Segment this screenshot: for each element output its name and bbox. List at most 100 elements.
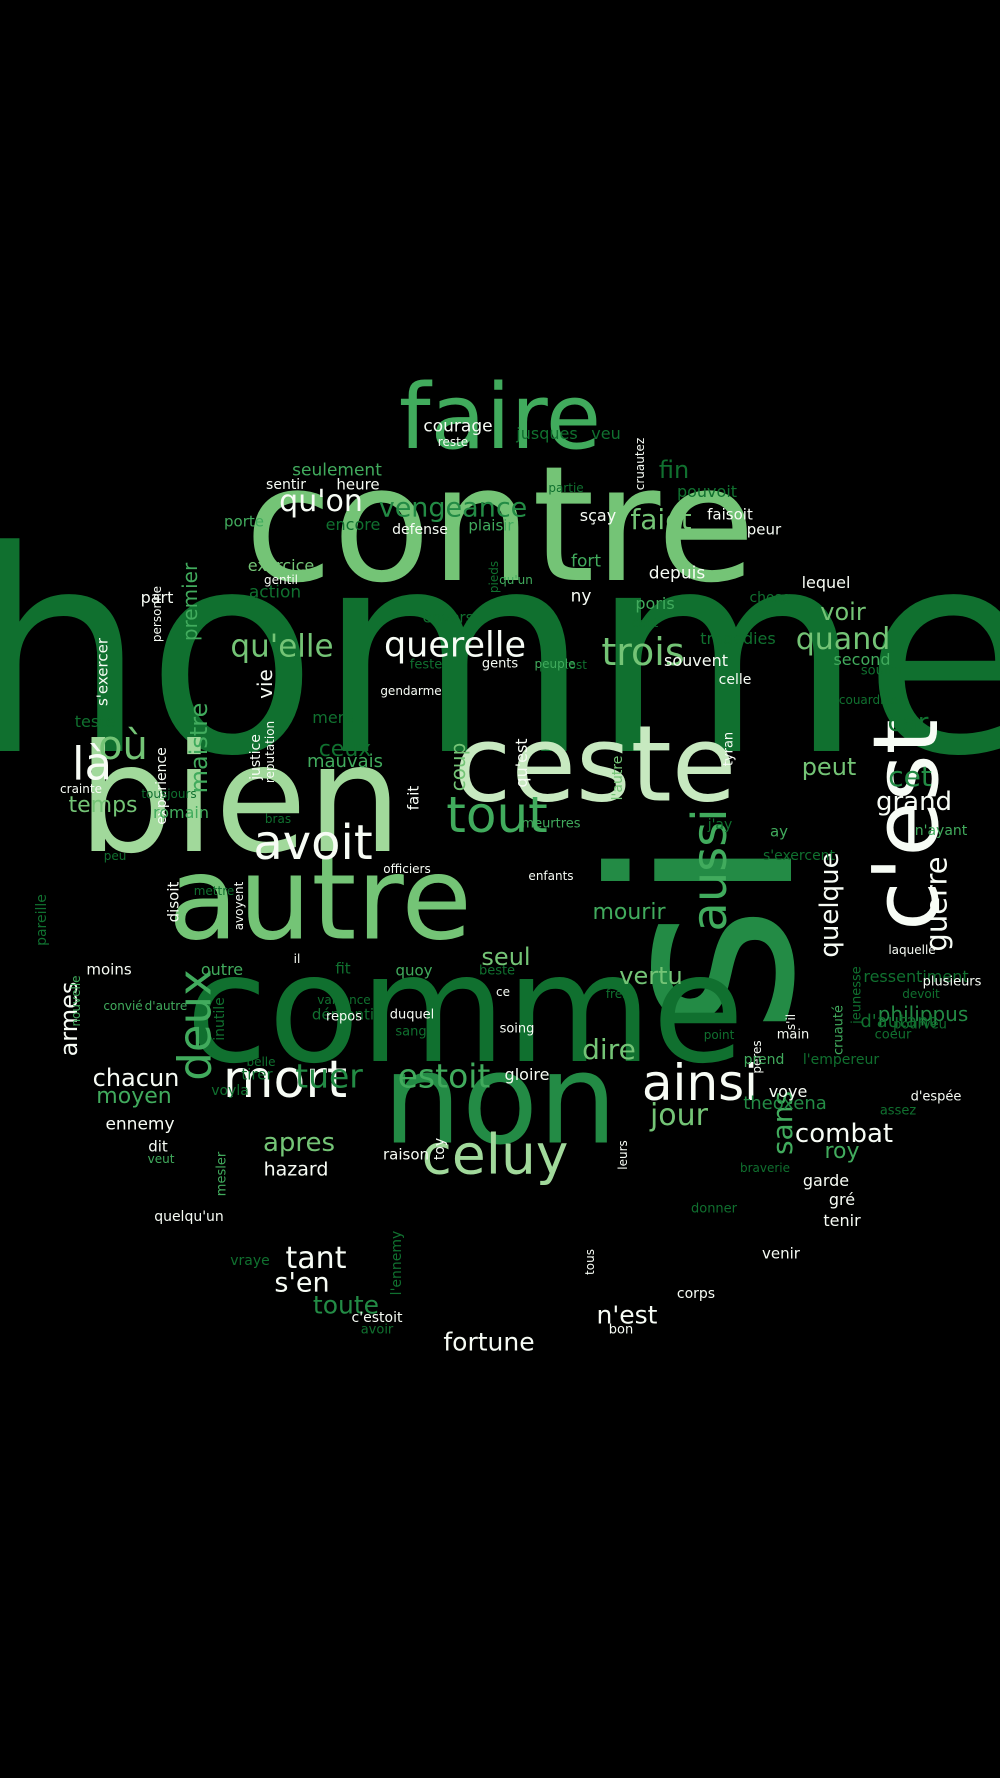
word-62: courage	[423, 416, 493, 437]
word-186: bon	[608, 1322, 634, 1338]
word-41: peut	[801, 753, 857, 781]
word-37: quelque	[815, 852, 845, 958]
word-32: toute	[312, 1290, 380, 1320]
word-67: pouvoit	[676, 482, 738, 501]
word-61: hazard	[263, 1158, 329, 1181]
word-91: second	[833, 650, 891, 669]
word-131: fit	[335, 959, 351, 978]
word-44: apres	[262, 1128, 336, 1158]
word-69: porte	[224, 512, 264, 531]
word-179: vraye	[230, 1253, 270, 1269]
word-132: quoy	[395, 961, 433, 980]
word-71: defense	[392, 522, 448, 538]
word-112: romain	[153, 803, 209, 822]
word-34: n'est	[596, 1300, 658, 1330]
word-124: disoit	[164, 881, 183, 923]
word-53: vie	[253, 669, 277, 699]
word-187: reste	[437, 435, 469, 449]
word-42: car	[887, 708, 929, 738]
word-143: frere	[605, 987, 635, 1001]
word-29: jour	[649, 1098, 709, 1133]
word-182: venir	[762, 1244, 800, 1263]
word-174: garde	[802, 1171, 850, 1190]
word-64: veu	[591, 424, 621, 443]
word-30: tant	[285, 1241, 347, 1276]
word-96: feste	[409, 657, 443, 673]
word-168: veut	[147, 1152, 175, 1166]
word-76: exercice	[247, 556, 315, 575]
word-144: jeunesse	[849, 966, 865, 1024]
word-63: jusques	[516, 424, 578, 443]
word-11: tout	[446, 786, 548, 844]
word-58: moyen	[96, 1084, 172, 1109]
word-45: seul	[481, 943, 531, 971]
word-163: voye	[768, 1082, 808, 1101]
word-162: gloire	[504, 1065, 550, 1084]
word-167: dit	[148, 1137, 168, 1156]
word-98: souffrir	[860, 663, 908, 679]
word-21: qu'elle	[230, 628, 334, 665]
word-101: mauvais	[306, 751, 384, 772]
word-5: autre	[168, 832, 472, 967]
word-111: teste	[74, 712, 116, 731]
word-75: peur	[746, 520, 782, 539]
word-114: meurtres	[521, 816, 581, 832]
word-175: gré	[828, 1190, 856, 1209]
word-83: ny	[570, 586, 592, 607]
word-54: coup	[446, 742, 470, 792]
word-73: sçay	[579, 506, 617, 525]
word-113: bras	[264, 812, 292, 826]
word-180: l'ennemy	[389, 1230, 405, 1296]
word-135: plusieurs	[922, 974, 982, 990]
word-126: il	[293, 952, 301, 966]
word-19: querelle	[383, 625, 527, 666]
word-84: poris	[635, 594, 675, 613]
word-149: point	[703, 1028, 735, 1042]
word-145: démenti	[311, 1005, 375, 1024]
word-33: fortune	[443, 1327, 535, 1357]
word-158: l'empereur	[802, 1052, 880, 1068]
word-134: ressentiment	[863, 967, 969, 986]
word-116: ay	[769, 822, 789, 841]
word-47: mourir	[592, 900, 666, 925]
word-173: braverie	[739, 1161, 791, 1175]
word-22: qu'on	[279, 484, 363, 519]
word-56: fin	[658, 456, 690, 484]
word-79: part	[140, 588, 174, 607]
word-65: seulement	[292, 460, 382, 481]
word-13: ainsi	[641, 1054, 759, 1112]
word-103: l'autre	[610, 755, 626, 801]
word-107: reputation	[263, 720, 277, 784]
word-78: action	[248, 582, 302, 603]
word-119: officiers	[383, 862, 431, 876]
word-15: avoit	[253, 815, 373, 871]
word-2: contre	[244, 431, 756, 618]
word-164: d'espée	[910, 1089, 962, 1105]
word-110: crainte	[60, 782, 102, 796]
word-169: raison	[382, 1145, 430, 1164]
word-66: heure	[336, 475, 380, 494]
word-89: tragedies	[700, 629, 776, 648]
word-26: tuer	[295, 1056, 363, 1096]
word-150: inutile	[212, 997, 228, 1041]
word-118: s'exercent	[762, 848, 836, 864]
word-100: mere	[312, 708, 354, 727]
word-133: beste	[478, 963, 516, 979]
word-94: peuple	[534, 657, 576, 671]
word-57: roy	[824, 1139, 860, 1164]
word-17: où	[98, 723, 148, 769]
word-55: ceux	[318, 737, 372, 762]
word-92: plustost	[539, 658, 587, 672]
word-159: belle	[246, 1055, 276, 1069]
word-12: mort	[222, 1050, 348, 1110]
word-20: trois	[601, 630, 685, 674]
word-166: ennemy	[105, 1114, 175, 1135]
word-70: encore	[325, 515, 381, 534]
word-97: gendarme	[380, 684, 442, 698]
word-43: voir	[820, 598, 866, 626]
word-86: chose	[749, 590, 791, 606]
word-157: prend	[743, 1052, 785, 1068]
word-48: chacun	[92, 1064, 180, 1092]
word-115: j'ay	[707, 817, 733, 833]
